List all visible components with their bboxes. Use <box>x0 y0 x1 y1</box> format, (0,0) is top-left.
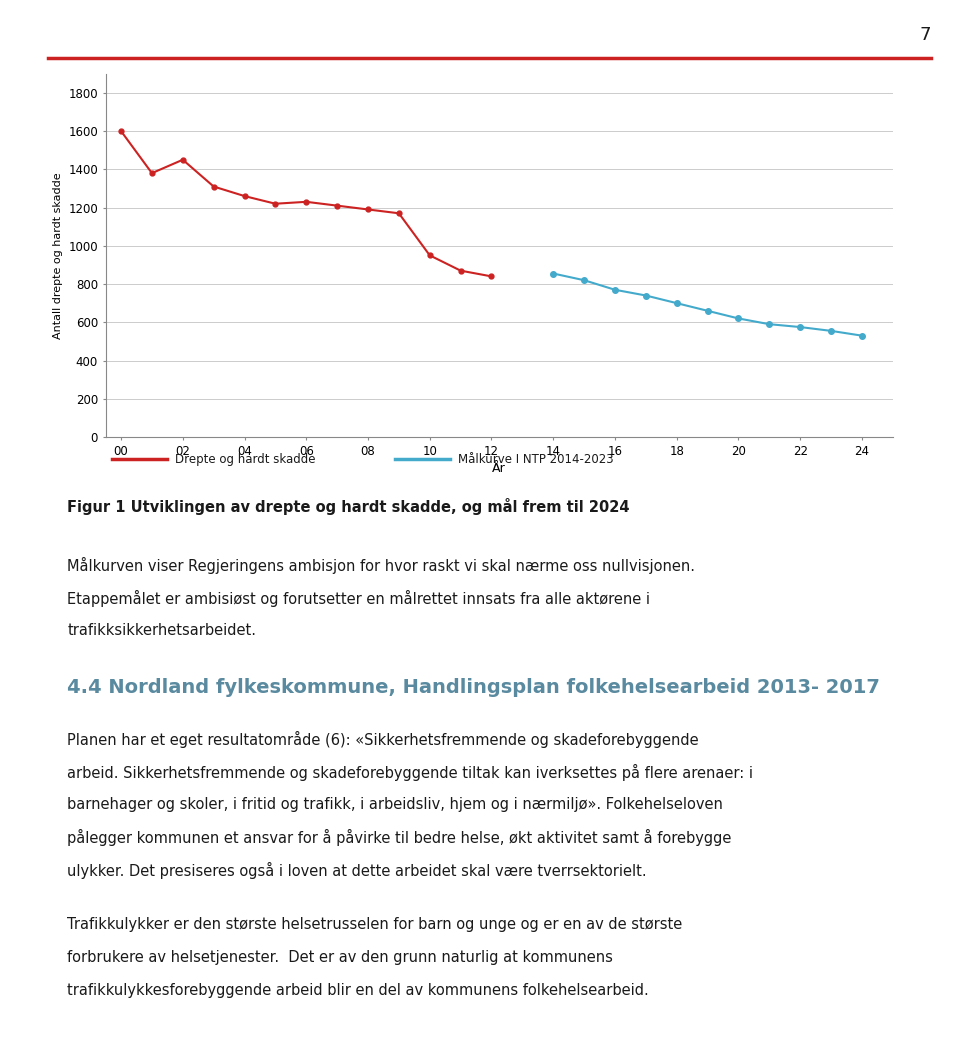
X-axis label: År: År <box>492 462 506 475</box>
Text: trafikksikkerhetsarbeidet.: trafikksikkerhetsarbeidet. <box>67 622 256 638</box>
Text: 7: 7 <box>920 26 931 44</box>
Text: barnehager og skoler, i fritid og trafikk, i arbeidsliv, hjem og i nærmiljø». Fo: barnehager og skoler, i fritid og trafik… <box>67 797 723 812</box>
Text: Trafikkulykker er den største helsetrusselen for barn og unge og er en av de stø: Trafikkulykker er den største helsetruss… <box>67 917 683 932</box>
Text: pålegger kommunen et ansvar for å påvirke til bedre helse, økt aktivitet samt å : pålegger kommunen et ansvar for å påvirk… <box>67 830 732 847</box>
Text: Målkurven viser Regjeringens ambisjon for hvor raskt vi skal nærme oss nullvisjo: Målkurven viser Regjeringens ambisjon fo… <box>67 557 695 574</box>
Text: ulykker. Det presiseres også i loven at dette arbeidet skal være tverrsektorielt: ulykker. Det presiseres også i loven at … <box>67 862 647 879</box>
Text: Figur 1 Utviklingen av drepte og hardt skadde, og mål frem til 2024: Figur 1 Utviklingen av drepte og hardt s… <box>67 498 630 515</box>
Text: trafikkulykkesforebyggende arbeid blir en del av kommunens folkehelsearbeid.: trafikkulykkesforebyggende arbeid blir e… <box>67 982 649 997</box>
Text: arbeid. Sikkerhetsfremmende og skadeforebyggende tiltak kan iverksettes på flere: arbeid. Sikkerhetsfremmende og skadefore… <box>67 764 754 781</box>
Text: Planen har et eget resultatområde (6): «Sikkerhetsfremmende og skadeforebyggende: Planen har et eget resultatområde (6): «… <box>67 732 699 749</box>
Text: 4.4 Nordland fylkeskommune, Handlingsplan folkehelsearbeid 2013- 2017: 4.4 Nordland fylkeskommune, Handlingspla… <box>67 678 880 697</box>
Y-axis label: Antall drepte og hardt skadde: Antall drepte og hardt skadde <box>53 172 62 339</box>
Text: forbrukere av helsetjenester.  Det er av den grunn naturlig at kommunens: forbrukere av helsetjenester. Det er av … <box>67 950 613 965</box>
Text: Etappemålet er ambisiøst og forutsetter en målrettet innsats fra alle aktørene i: Etappemålet er ambisiøst og forutsetter … <box>67 590 650 607</box>
Text: Målkurve I NTP 2014-2023: Målkurve I NTP 2014-2023 <box>458 453 613 465</box>
Text: Drepte og hardt skadde: Drepte og hardt skadde <box>175 453 315 465</box>
